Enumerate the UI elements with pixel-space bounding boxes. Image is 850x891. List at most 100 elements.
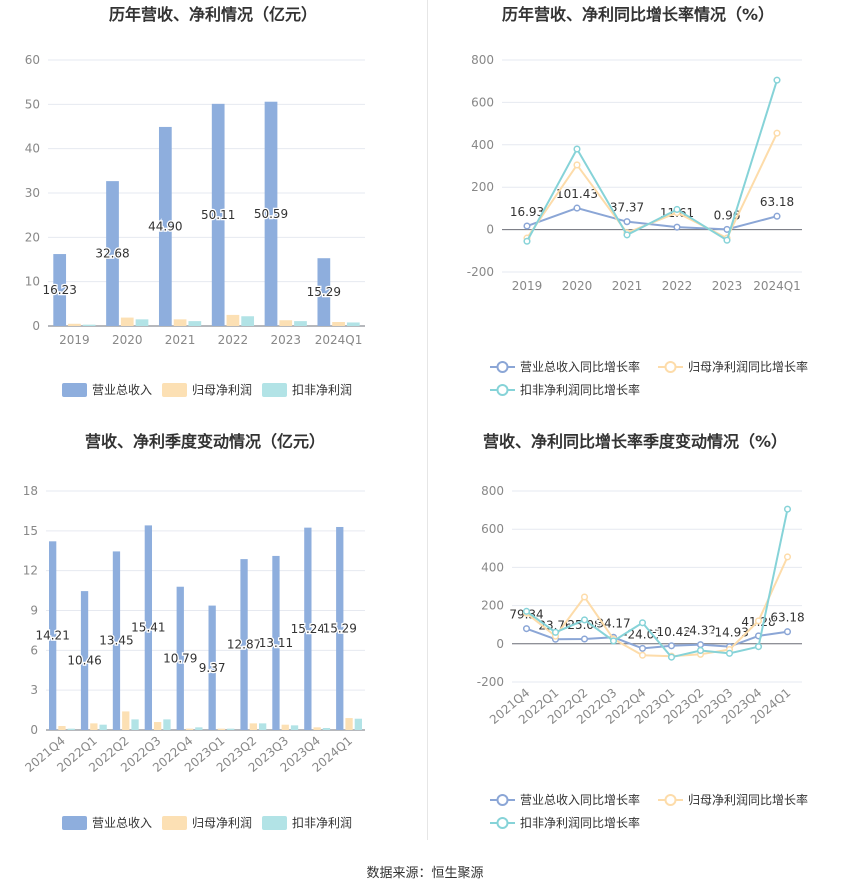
bar-1	[185, 728, 194, 730]
legend-label-0: 营业总收入同比增长率	[520, 359, 640, 374]
y-tick-label: -200	[477, 675, 504, 689]
point-0	[638, 644, 647, 652]
bar-0	[158, 126, 172, 327]
bar-0	[80, 591, 89, 730]
y-tick-label: 200	[471, 180, 494, 194]
legend-label-1: 归母净利润同比增长率	[688, 359, 808, 374]
legend-swatch-1	[162, 383, 187, 397]
chart-title: 历年营收、净利同比增长率情况（%）	[502, 5, 774, 24]
legend-label-0: 营业总收入	[92, 816, 152, 830]
legend-label-1: 归母净利润	[192, 383, 252, 397]
chart-root: 历年营收、净利同比增长率情况（%） -200 0 200 400 600 800 2019 20…	[467, 5, 808, 397]
bar-1	[173, 319, 187, 326]
legend-marker-1	[664, 794, 677, 806]
bar-1	[154, 722, 162, 730]
y-tick-label: 0	[30, 723, 38, 737]
series-line-0	[526, 207, 778, 231]
point-0	[522, 625, 531, 633]
point-0	[523, 222, 531, 230]
bar-2	[163, 719, 171, 730]
x-tick-label: 2019	[59, 333, 90, 347]
y-tick-label: 30	[25, 186, 40, 200]
point-2	[673, 205, 681, 214]
bar-1	[226, 314, 240, 326]
point-0	[773, 212, 781, 220]
bar-0	[264, 101, 278, 326]
x-tick-label: 2019	[512, 279, 543, 293]
annual-growth-chart: 历年营收、净利同比增长率情况（%） -200 0 200 400 600 800 2019 20…	[467, 5, 808, 397]
point-value-label: 37.37	[610, 201, 644, 215]
annual-values-chart: 历年营收、净利情况（亿元） 0 10 20 30 40 50 60 2019 2020 2021 20…	[25, 5, 365, 397]
legend-label-0: 营业总收入同比增长率	[520, 792, 640, 807]
point-2	[696, 646, 705, 655]
legend-label-0: 营业总收入	[92, 383, 152, 397]
legend-label-2: 扣非净利润	[292, 383, 352, 397]
bar-value-label: 16.23	[43, 283, 77, 297]
point-0	[696, 641, 705, 649]
y-tick-label: 200	[481, 599, 504, 613]
bar-value-label: 15.24	[291, 622, 325, 636]
bar-1	[279, 320, 293, 326]
bar-value-label: 44.90	[148, 219, 182, 233]
y-tick-label: 18	[23, 484, 38, 498]
bar-0	[176, 586, 184, 730]
bar-1	[217, 728, 226, 730]
bar-2	[195, 727, 203, 730]
y-tick-label: 400	[471, 138, 494, 152]
y-tick-label: 15	[23, 524, 38, 538]
point-2	[523, 237, 531, 245]
point-value-label: -14.93	[710, 626, 749, 640]
legend-swatch-2	[262, 383, 287, 397]
bar-2	[346, 322, 360, 326]
y-tick-label: 400	[481, 560, 504, 574]
x-tick-label: 2020	[112, 333, 143, 347]
vertical-divider	[427, 0, 428, 840]
series-line-2	[526, 79, 778, 242]
legend-marker-1	[664, 361, 677, 373]
y-tick-label: 600	[481, 522, 504, 536]
legend-label-1: 归母净利润	[192, 816, 252, 830]
bar-1	[332, 322, 345, 326]
legend-marker-2	[496, 384, 509, 396]
point-1	[580, 593, 589, 601]
y-tick-label: 800	[481, 484, 504, 498]
y-tick-label: 800	[471, 53, 494, 67]
chart-title: 营收、净利同比增长率季度变动情况（%）	[483, 432, 787, 451]
bar-2	[131, 719, 139, 730]
point-value-label: 25.08	[567, 618, 601, 632]
point-2	[551, 628, 560, 636]
bar-0	[336, 526, 344, 730]
bar-1	[249, 723, 257, 730]
chart-root: 营收、净利季度变动情况（亿元）03691215182021Q42022Q1202…	[22, 432, 365, 830]
bar-0	[49, 541, 57, 730]
point-1	[754, 617, 763, 625]
legend-label-1: 归母净利润同比增长率	[688, 792, 808, 807]
legend-marker-0	[496, 794, 509, 806]
point-0	[573, 204, 581, 212]
point-0	[580, 635, 589, 643]
point-2	[773, 76, 781, 84]
x-tick-label: 2021	[165, 333, 196, 347]
bar-2	[99, 724, 107, 730]
bar-0	[304, 527, 312, 730]
data-source: 数据来源：恒生聚源	[366, 866, 484, 881]
point-2	[667, 653, 676, 661]
y-tick-label: 600	[471, 95, 494, 109]
bar-1	[58, 726, 66, 730]
bar-1	[90, 723, 98, 730]
point-0	[623, 218, 631, 226]
x-tick-label: 2024Q1	[753, 279, 801, 293]
panel-quarterly-growth: 营收、净利同比增长率季度变动情况（%） -200 0 200 400 600 800 2021…	[430, 428, 850, 840]
bar-value-label: 10.46	[67, 654, 101, 668]
bar-0	[53, 254, 67, 326]
bar-0	[272, 555, 280, 730]
point-2	[609, 637, 618, 645]
panel-annual-values: 历年营收、净利情况（亿元） 0 10 20 30 40 50 60 2019 2020 2021 20…	[0, 0, 425, 408]
bar-value-label: 14.21	[35, 629, 69, 643]
series-line-1	[525, 556, 789, 658]
chart-title: 历年营收、净利情况（亿元）	[109, 5, 317, 24]
y-tick-label: 60	[25, 53, 40, 67]
bar-1	[120, 317, 134, 326]
legend-label-2: 扣非净利润同比增长率	[520, 815, 640, 830]
bar-2	[258, 723, 267, 730]
